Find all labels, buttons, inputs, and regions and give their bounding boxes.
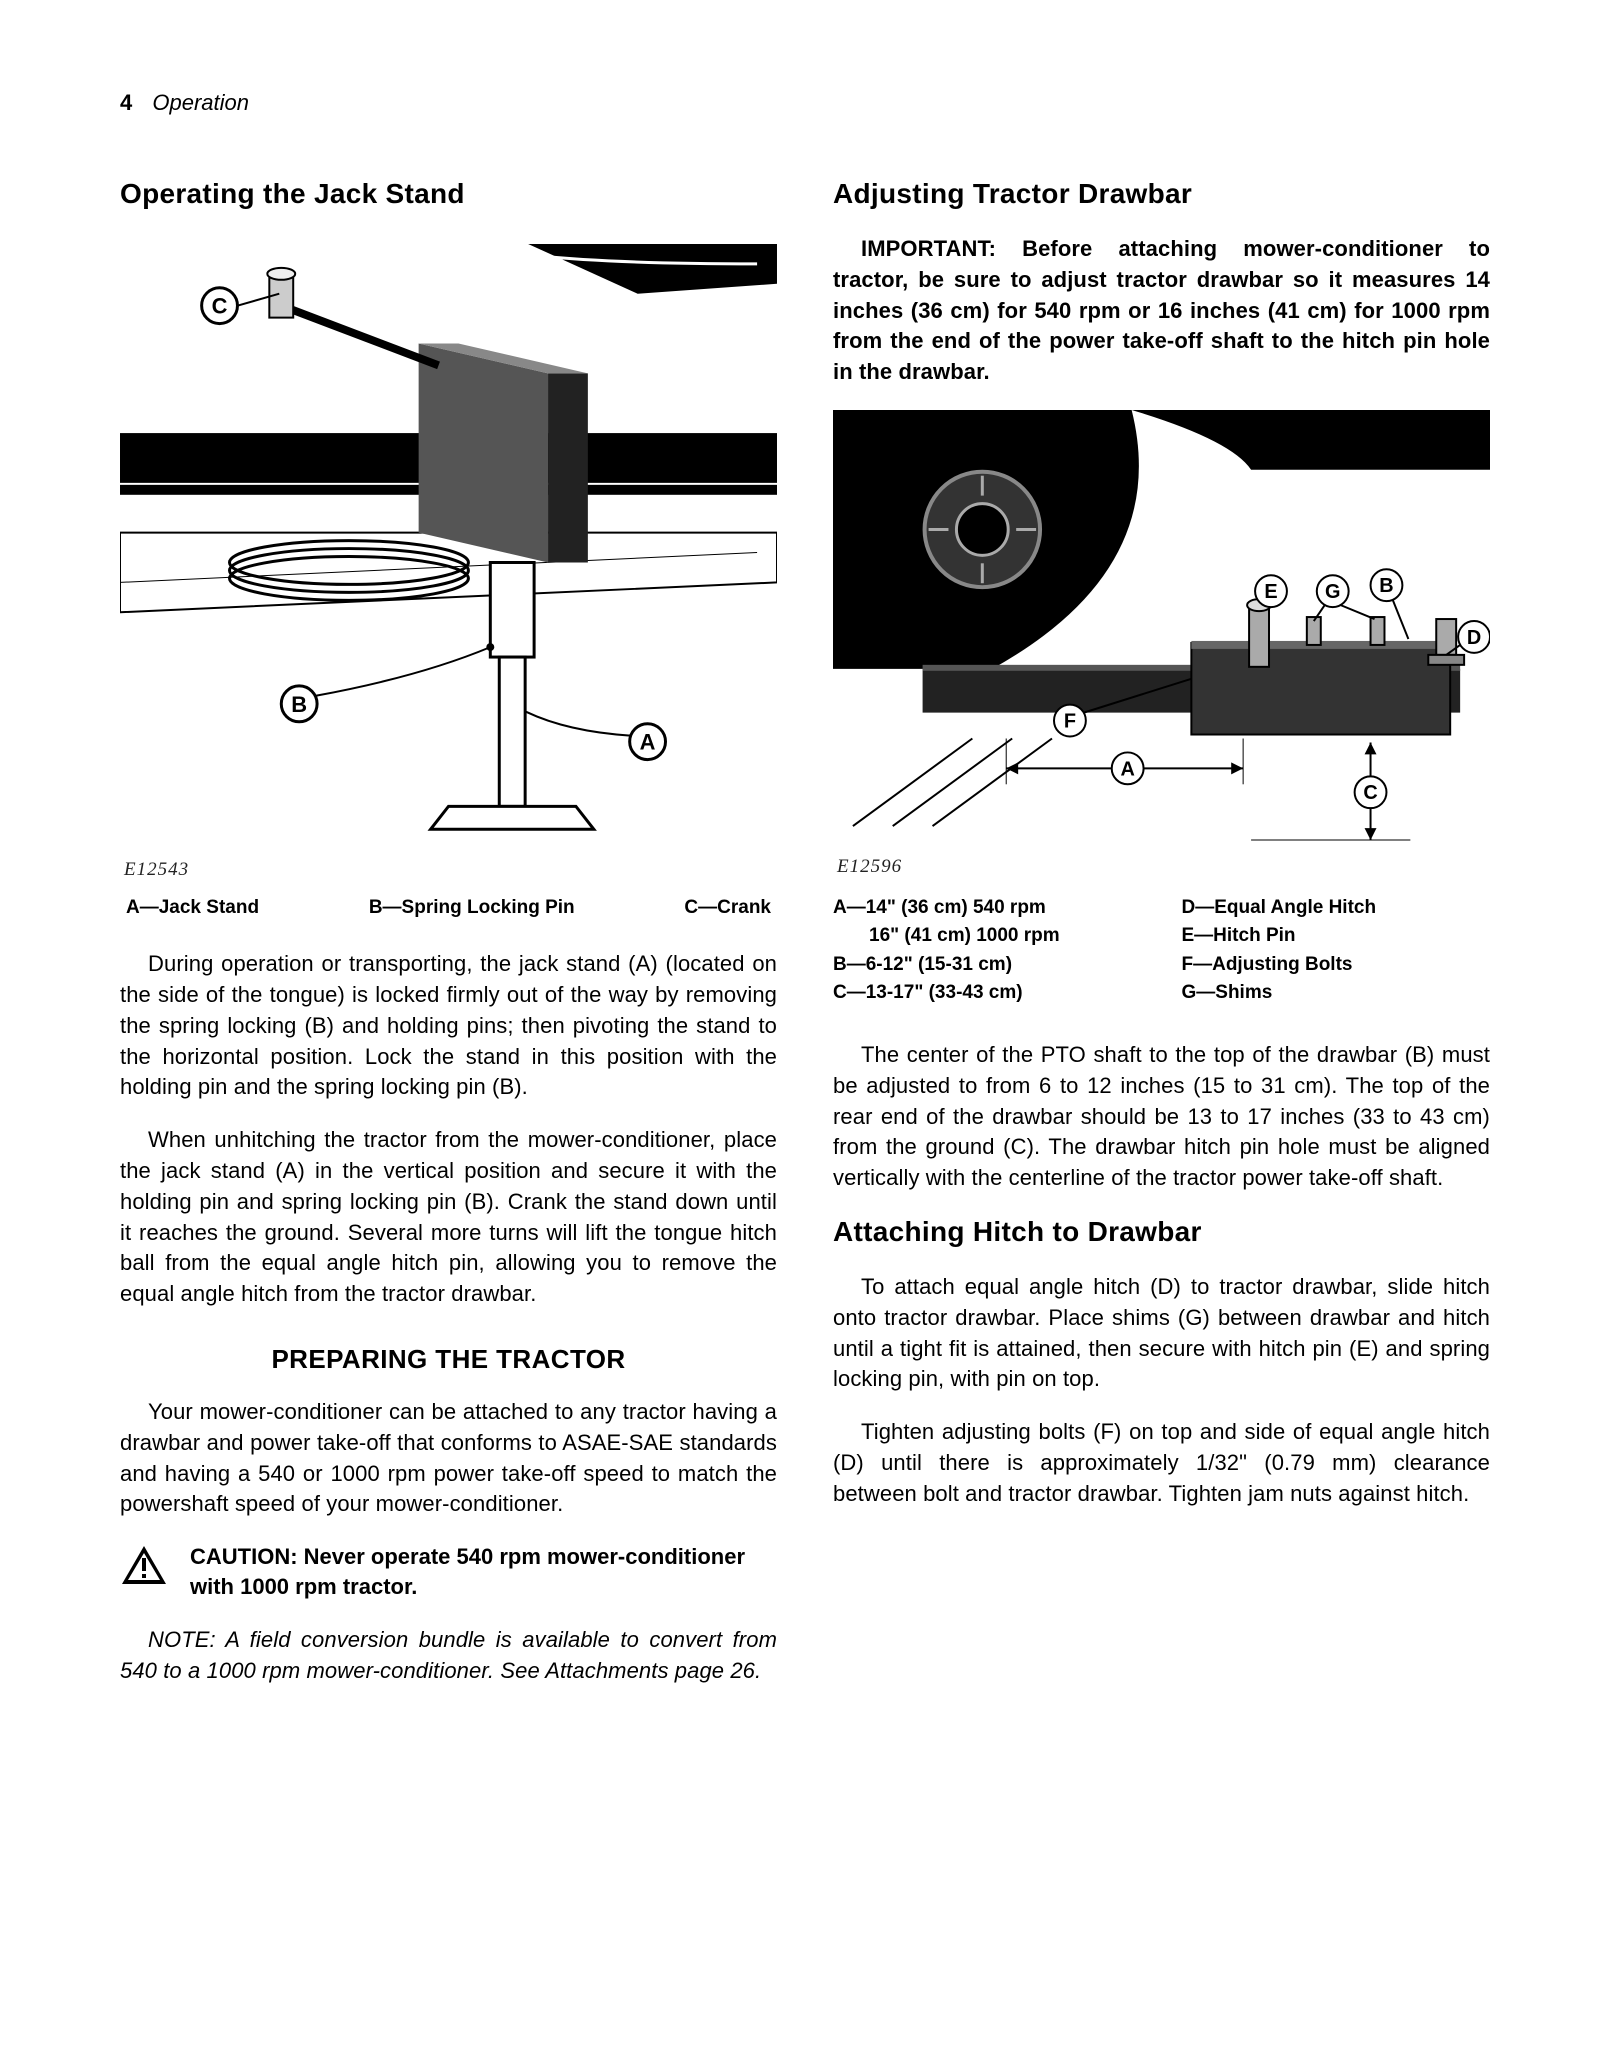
callout-d: D — [1467, 627, 1481, 649]
two-column-layout: Operating the Jack Stand — [120, 164, 1490, 1708]
callout-b-r: B — [1379, 575, 1393, 597]
legend-r-g: G—Shims — [1182, 979, 1491, 1008]
legend-a: A—Jack Stand — [126, 897, 259, 919]
figure-id-right: E12596 — [837, 856, 1490, 878]
legend-r-c: C—13-17" (33-43 cm) — [833, 979, 1142, 1008]
legend-r-b: B—6-12" (15-31 cm) — [833, 951, 1142, 980]
jack-stand-illustration: C B A — [120, 234, 777, 851]
important-text: IMPORTANT: Before attaching mower-condit… — [833, 234, 1490, 388]
para-attach-1: To attach equal angle hitch (D) to tract… — [833, 1272, 1490, 1395]
para-drawbar-1: The center of the PTO shaft to the top o… — [833, 1040, 1490, 1194]
manual-page: 4 Operation Operating the Jack Stand — [0, 0, 1600, 2059]
callout-a: A — [640, 730, 656, 755]
legend-col-left: A—14" (36 cm) 540 rpm 16" (41 cm) 1000 r… — [833, 894, 1142, 1008]
heading-attach-hitch: Attaching Hitch to Drawbar — [833, 1216, 1490, 1248]
legend-r-f: F—Adjusting Bolts — [1182, 951, 1491, 980]
legend-r-a2: 16" (41 cm) 1000 rpm — [833, 922, 1142, 951]
callout-a-r: A — [1120, 758, 1134, 780]
section-title: Operation — [152, 90, 249, 115]
running-head: 4 Operation — [120, 90, 1490, 116]
figure-legend-left: A—Jack Stand B—Spring Locking Pin C—Cran… — [120, 897, 777, 919]
para-jack-1: During operation or transporting, the ja… — [120, 949, 777, 1103]
legend-r-e: E—Hitch Pin — [1182, 922, 1491, 951]
warning-triangle-icon — [120, 1544, 168, 1591]
callout-f: F — [1064, 711, 1076, 733]
heading-preparing-tractor: PREPARING THE TRACTOR — [120, 1344, 777, 1375]
caution-text: CAUTION: Never operate 540 rpm mower-con… — [190, 1542, 777, 1603]
para-prepare: Your mower-conditioner can be attached t… — [120, 1397, 777, 1520]
figure-drawbar: A C F E G — [833, 410, 1490, 848]
left-column: Operating the Jack Stand — [120, 164, 777, 1708]
drawbar-illustration: A C F E G — [833, 410, 1490, 848]
page-number: 4 — [120, 90, 132, 115]
callout-b: B — [291, 692, 307, 717]
callout-c: C — [212, 294, 228, 319]
callout-e: E — [1264, 581, 1277, 603]
legend-r-a: A—14" (36 cm) 540 rpm — [833, 894, 1142, 923]
para-attach-2: Tighten adjusting bolts (F) on top and s… — [833, 1417, 1490, 1509]
callout-g: G — [1325, 581, 1340, 603]
heading-adjust-drawbar: Adjusting Tractor Drawbar — [833, 178, 1490, 210]
heading-jack-stand: Operating the Jack Stand — [120, 178, 777, 210]
right-column: Adjusting Tractor Drawbar IMPORTANT: Bef… — [833, 164, 1490, 1708]
figure-legend-right: A—14" (36 cm) 540 rpm 16" (41 cm) 1000 r… — [833, 894, 1490, 1008]
figure-jack-stand: C B A — [120, 234, 777, 851]
figure-id-left: E12543 — [124, 859, 777, 881]
caution-block: CAUTION: Never operate 540 rpm mower-con… — [120, 1542, 777, 1603]
legend-b: B—Spring Locking Pin — [369, 897, 575, 919]
callout-c-r: C — [1363, 782, 1377, 804]
legend-col-right: D—Equal Angle Hitch E—Hitch Pin F—Adjust… — [1182, 894, 1491, 1008]
legend-r-d: D—Equal Angle Hitch — [1182, 894, 1491, 923]
legend-c: C—Crank — [684, 897, 771, 919]
para-jack-2: When unhitching the tractor from the mow… — [120, 1125, 777, 1310]
note-text: NOTE: A field conversion bundle is avail… — [120, 1625, 777, 1687]
